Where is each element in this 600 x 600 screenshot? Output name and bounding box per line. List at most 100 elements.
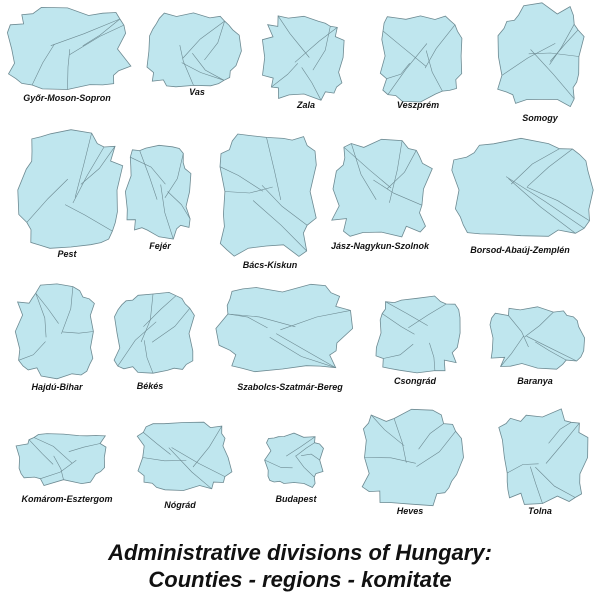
county-label: Komárom-Esztergom	[21, 494, 113, 504]
district-border	[351, 143, 377, 200]
district-border	[545, 422, 580, 464]
district-border	[385, 301, 428, 326]
district-border	[68, 443, 101, 452]
county-shape-gy-r-moson-sopron	[6, 6, 132, 90]
county-label: Zala	[296, 100, 316, 110]
district-border	[549, 24, 575, 65]
county-shape-baranya	[489, 306, 586, 370]
district-border	[295, 442, 315, 457]
district-border	[160, 184, 174, 240]
district-border	[164, 153, 184, 198]
district-border	[72, 146, 105, 204]
district-border	[528, 52, 579, 57]
district-border	[33, 437, 73, 464]
county-shape-csongr-d	[375, 295, 461, 374]
district-border	[130, 156, 166, 185]
county-outline	[15, 433, 107, 486]
county-outline	[219, 133, 317, 257]
county-shape-vas	[146, 12, 242, 88]
district-border	[343, 146, 392, 189]
county-label: Békés	[136, 381, 164, 391]
district-border	[143, 295, 177, 327]
district-border	[386, 63, 410, 79]
district-border	[549, 29, 579, 62]
district-border	[18, 341, 46, 361]
district-border	[62, 331, 94, 334]
district-border	[171, 447, 226, 477]
district-border	[219, 166, 264, 192]
county-shape-budapest	[264, 432, 324, 489]
county-outline	[261, 15, 345, 101]
district-border	[82, 18, 121, 47]
county-label: Somogy	[522, 113, 558, 123]
district-border	[530, 466, 543, 504]
district-border	[74, 133, 92, 198]
district-border	[266, 137, 282, 200]
county-label: Vas	[189, 87, 205, 97]
district-border	[53, 455, 64, 480]
county-label: Budapest	[275, 494, 317, 504]
county-label: Győr-Moson-Sopron	[23, 93, 111, 103]
district-border	[167, 191, 191, 220]
district-border	[294, 27, 338, 63]
district-border	[227, 313, 296, 328]
district-border	[35, 293, 59, 324]
district-border	[429, 342, 436, 371]
county-outline	[497, 2, 585, 108]
district-border	[382, 30, 427, 67]
county-label: Pest	[57, 249, 77, 259]
district-border	[271, 63, 299, 88]
district-border	[387, 43, 428, 95]
county-label: Jász-Nagykun-Szolnok	[330, 241, 430, 251]
district-border	[386, 150, 417, 190]
district-border	[530, 49, 575, 99]
district-border	[80, 146, 116, 185]
district-border	[277, 15, 310, 58]
district-border	[227, 313, 268, 329]
district-border	[301, 67, 322, 101]
county-label: Tolna	[528, 506, 552, 516]
county-label: Nógrád	[164, 500, 196, 510]
district-border	[535, 341, 567, 361]
district-border	[393, 418, 407, 463]
county-shape-heves	[361, 408, 464, 507]
district-border	[61, 286, 74, 334]
district-border	[286, 436, 316, 457]
district-border	[204, 21, 225, 61]
county-label: Bács-Kiskun	[242, 260, 298, 270]
district-border	[526, 335, 577, 362]
district-border	[383, 343, 414, 359]
district-border	[50, 18, 121, 46]
county-shape-borsod-aba-j-zempl-n	[451, 137, 594, 237]
district-border	[424, 24, 456, 69]
district-border	[425, 50, 443, 92]
district-border	[192, 425, 223, 468]
county-outline	[146, 12, 242, 88]
district-border	[261, 185, 308, 226]
county-outline	[6, 6, 132, 90]
county-shape-fej-r	[124, 144, 192, 240]
district-border	[35, 293, 47, 338]
title-line-2: Counties - regions - komitate	[148, 567, 452, 592]
district-border	[510, 148, 560, 185]
county-shape-b-cs-kiskun	[219, 133, 317, 257]
county-shape-somogy	[497, 2, 585, 108]
district-border	[370, 414, 405, 446]
district-border	[280, 310, 351, 331]
district-border	[501, 43, 556, 76]
district-border	[535, 466, 576, 498]
county-label: Hajdú-Bihar	[31, 382, 83, 392]
county-outline	[379, 15, 463, 103]
district-border	[192, 53, 225, 81]
district-border	[264, 459, 293, 469]
county-shape-szabolcs-szatm-r-bereg	[215, 283, 354, 373]
district-border	[224, 186, 273, 194]
district-border	[168, 447, 212, 490]
district-border	[181, 62, 225, 81]
title-line-1: Administrative divisions of Hungary:	[108, 540, 492, 565]
district-border	[526, 186, 590, 221]
district-border	[151, 308, 191, 343]
county-outline	[331, 138, 433, 238]
county-shape-b-k-s	[113, 291, 195, 374]
